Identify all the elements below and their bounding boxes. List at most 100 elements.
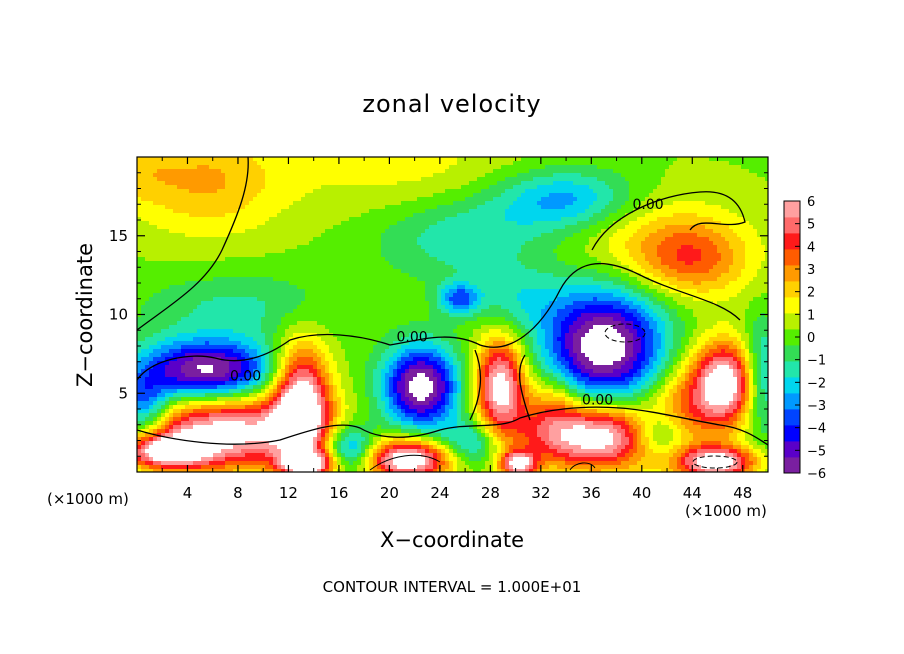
field-cell xyxy=(629,277,634,282)
field-cell xyxy=(453,229,458,234)
field-cell xyxy=(369,225,374,230)
field-cell xyxy=(253,201,258,206)
field-cell xyxy=(641,169,646,174)
field-cell xyxy=(225,257,230,262)
field-cell xyxy=(441,273,446,278)
field-cell xyxy=(329,213,334,218)
field-cell xyxy=(137,253,142,258)
field-cell xyxy=(249,185,254,190)
field-cell xyxy=(353,189,358,194)
field-cell xyxy=(605,157,610,162)
field-cell xyxy=(521,213,526,218)
field-cell xyxy=(193,281,198,286)
field-cell xyxy=(325,177,330,182)
field-cell xyxy=(573,173,578,178)
field-cell xyxy=(221,169,226,174)
field-cell xyxy=(561,169,566,174)
field-cell xyxy=(629,189,634,194)
field-cell xyxy=(345,161,350,166)
field-cell xyxy=(329,217,334,222)
field-cell xyxy=(437,241,442,246)
field-cell xyxy=(393,193,398,198)
field-cell xyxy=(537,245,542,250)
field-cell xyxy=(381,189,386,194)
field-cell xyxy=(501,217,506,222)
field-cell xyxy=(577,241,582,246)
field-cell xyxy=(349,205,354,210)
field-cell xyxy=(585,225,590,230)
field-cell xyxy=(561,273,566,278)
field-cell xyxy=(525,165,530,170)
field-cell xyxy=(149,237,154,242)
field-cell xyxy=(649,241,654,246)
field-cell xyxy=(753,265,758,270)
field-cell xyxy=(685,249,690,254)
field-cell xyxy=(449,221,454,226)
field-cell xyxy=(441,269,446,274)
field-cell xyxy=(461,201,466,206)
field-cell xyxy=(473,281,478,286)
field-cell xyxy=(565,225,570,230)
field-cell xyxy=(345,269,350,274)
field-cell xyxy=(469,233,474,238)
field-cell xyxy=(637,189,642,194)
field-cell xyxy=(597,189,602,194)
field-cell xyxy=(205,265,210,270)
field-cell xyxy=(733,181,738,186)
field-cell xyxy=(393,261,398,266)
field-cell xyxy=(265,273,270,278)
field-cell xyxy=(477,229,482,234)
field-cell xyxy=(349,237,354,242)
field-cell xyxy=(317,229,322,234)
field-cell xyxy=(613,241,618,246)
field-cell xyxy=(229,273,234,278)
field-cell xyxy=(553,249,558,254)
field-cell xyxy=(337,213,342,218)
field-cell xyxy=(733,209,738,214)
field-cell xyxy=(405,277,410,282)
field-cell xyxy=(657,237,662,242)
field-cell xyxy=(369,253,374,258)
field-cell xyxy=(337,245,342,250)
field-cell xyxy=(165,225,170,230)
field-cell xyxy=(753,233,758,238)
field-cell xyxy=(249,233,254,238)
field-cell xyxy=(717,197,722,202)
field-cell xyxy=(337,237,342,242)
field-cell xyxy=(409,181,414,186)
field-cell xyxy=(633,157,638,162)
field-cell xyxy=(385,173,390,178)
field-cell xyxy=(333,237,338,242)
field-cell xyxy=(185,261,190,266)
field-cell xyxy=(557,217,562,222)
field-cell xyxy=(733,197,738,202)
field-cell xyxy=(273,225,278,230)
field-cell xyxy=(661,261,666,266)
field-cell xyxy=(521,161,526,166)
field-cell xyxy=(301,173,306,178)
field-cell xyxy=(481,273,486,278)
field-cell xyxy=(165,161,170,166)
field-cell xyxy=(385,209,390,214)
field-cell xyxy=(161,185,166,190)
field-cell xyxy=(649,169,654,174)
field-cell xyxy=(649,217,654,222)
field-cell xyxy=(517,161,522,166)
field-cell xyxy=(145,261,150,266)
field-cell xyxy=(509,161,514,166)
field-cell xyxy=(725,169,730,174)
field-cell xyxy=(609,261,614,266)
field-cell xyxy=(657,209,662,214)
field-cell xyxy=(677,185,682,190)
field-cell xyxy=(561,261,566,266)
field-cell xyxy=(577,237,582,242)
field-cell xyxy=(141,177,146,182)
field-cell xyxy=(429,273,434,278)
field-cell xyxy=(745,177,750,182)
field-cell xyxy=(761,249,766,254)
field-cell xyxy=(317,269,322,274)
field-cell xyxy=(149,185,154,190)
field-cell xyxy=(409,269,414,274)
field-cell xyxy=(573,181,578,186)
field-cell xyxy=(689,213,694,218)
